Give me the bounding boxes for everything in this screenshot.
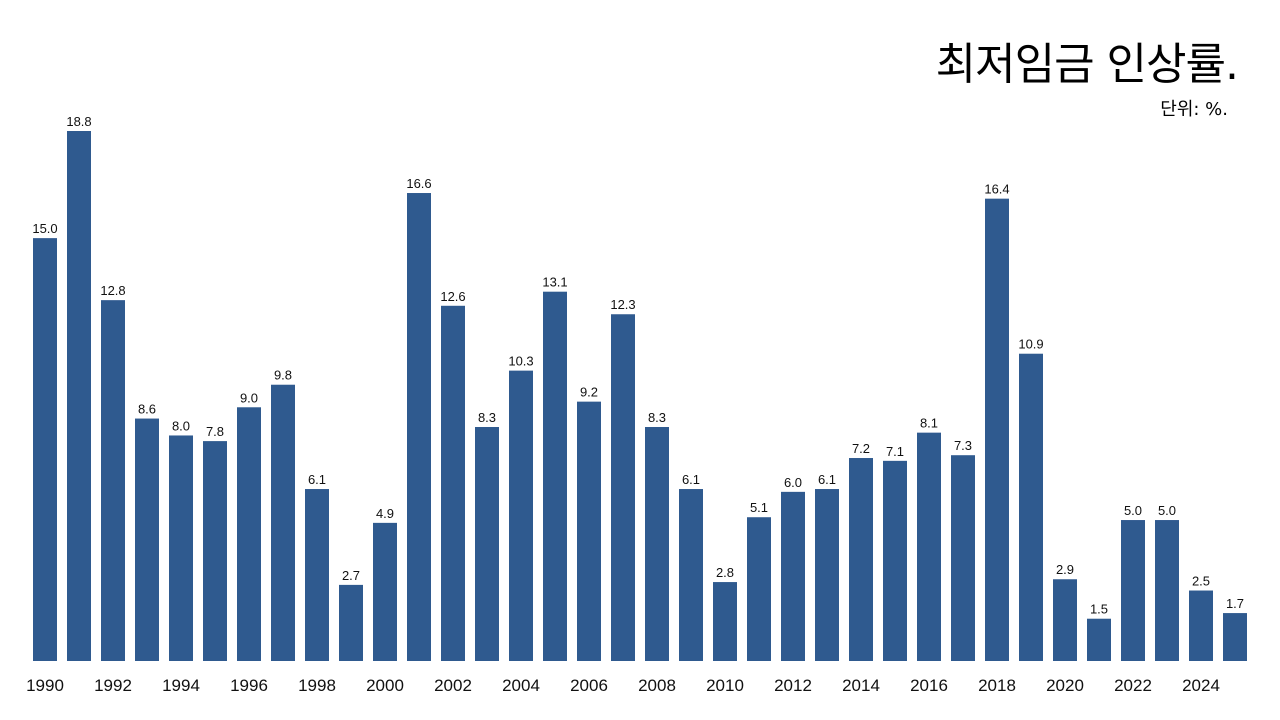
- value-label-2020: 2.9: [1056, 562, 1074, 577]
- value-label-2025: 1.7: [1226, 596, 1244, 611]
- bar-2015: [883, 460, 907, 661]
- bar-1991: [67, 131, 91, 661]
- x-tick-1990: 1990: [26, 676, 64, 695]
- bar-1998: [305, 489, 329, 661]
- x-ticks-group: 1990 1992 1994 1996 1998 2000 2002 2004 2006 2008…: [26, 676, 1220, 695]
- value-labels-group: 15.0 18.8 12.8 8.6 8.0 7.8 9.0 9.8 6.1 2.7 4.9 16.6…: [32, 114, 1244, 617]
- value-label-2015: 7.1: [886, 444, 904, 459]
- x-tick-2018: 2018: [978, 676, 1016, 695]
- value-label-2022: 5.0: [1124, 503, 1142, 518]
- x-tick-2012: 2012: [774, 676, 812, 695]
- bar-1996: [237, 407, 261, 661]
- bar-2007: [611, 314, 635, 661]
- value-label-2003: 8.3: [478, 410, 496, 425]
- value-label-2021: 1.5: [1090, 602, 1108, 617]
- value-label-2005: 13.1: [542, 275, 567, 290]
- bar-1994: [169, 435, 193, 661]
- bar-2000: [373, 522, 397, 661]
- value-label-2000: 4.9: [376, 506, 394, 521]
- value-label-1995: 7.8: [206, 424, 224, 439]
- value-label-2008: 8.3: [648, 410, 666, 425]
- bar-2009: [679, 489, 703, 661]
- unit-label: 단위: %.: [1160, 99, 1228, 120]
- bar-2020: [1053, 579, 1077, 661]
- bars-group: [33, 131, 1247, 661]
- value-label-2014: 7.2: [852, 441, 870, 456]
- bar-2010: [713, 582, 737, 661]
- bar-2016: [917, 432, 941, 661]
- x-tick-1994: 1994: [162, 676, 200, 695]
- bar-1992: [101, 300, 125, 661]
- value-label-2009: 6.1: [682, 472, 700, 487]
- chart-title: 최저임금 인상률.: [935, 39, 1239, 90]
- value-label-2017: 7.3: [954, 438, 972, 453]
- bar-2014: [849, 458, 873, 661]
- bar-2002: [441, 305, 465, 661]
- x-tick-2008: 2008: [638, 676, 676, 695]
- value-label-2007: 12.3: [610, 297, 635, 312]
- bar-2004: [509, 370, 533, 661]
- bar-2023: [1155, 520, 1179, 661]
- x-tick-2002: 2002: [434, 676, 472, 695]
- bar-2012: [781, 491, 805, 661]
- bar-2019: [1019, 353, 1043, 661]
- x-tick-2022: 2022: [1114, 676, 1152, 695]
- x-tick-2016: 2016: [910, 676, 948, 695]
- bar-2013: [815, 489, 839, 661]
- bar-2011: [747, 517, 771, 661]
- bar-2008: [645, 427, 669, 661]
- value-label-2002: 12.6: [440, 289, 465, 304]
- bar-2017: [951, 455, 975, 661]
- x-tick-2024: 2024: [1182, 676, 1220, 695]
- value-label-2001: 16.6: [406, 176, 431, 191]
- bar-1993: [135, 418, 159, 661]
- bar-2003: [475, 427, 499, 661]
- value-label-1999: 2.7: [342, 568, 360, 583]
- bar-1990: [33, 238, 57, 661]
- value-label-2012: 6.0: [784, 475, 802, 490]
- value-label-2023: 5.0: [1158, 503, 1176, 518]
- value-label-2018: 16.4: [984, 182, 1009, 197]
- x-tick-2010: 2010: [706, 676, 744, 695]
- bar-2005: [543, 291, 567, 661]
- bar-2001: [407, 193, 431, 661]
- x-tick-1996: 1996: [230, 676, 268, 695]
- value-label-1993: 8.6: [138, 402, 156, 417]
- bar-2025: [1223, 613, 1247, 661]
- bar-2006: [577, 401, 601, 661]
- value-label-1994: 8.0: [172, 418, 190, 433]
- value-label-1996: 9.0: [240, 390, 258, 405]
- value-label-1992: 12.8: [100, 283, 125, 298]
- x-tick-2004: 2004: [502, 676, 540, 695]
- x-tick-2000: 2000: [366, 676, 404, 695]
- bar-2018: [985, 198, 1009, 661]
- value-label-2006: 9.2: [580, 385, 598, 400]
- bar-2024: [1189, 590, 1213, 661]
- value-label-2004: 10.3: [508, 354, 533, 369]
- x-tick-2020: 2020: [1046, 676, 1084, 695]
- x-tick-2006: 2006: [570, 676, 608, 695]
- x-tick-1998: 1998: [298, 676, 336, 695]
- bar-2022: [1121, 520, 1145, 661]
- value-label-1998: 6.1: [308, 472, 326, 487]
- value-label-2016: 8.1: [920, 416, 938, 431]
- bar-2021: [1087, 618, 1111, 661]
- value-label-2019: 10.9: [1018, 337, 1043, 352]
- bar-1997: [271, 384, 295, 661]
- value-label-1991: 18.8: [66, 114, 91, 129]
- value-label-1997: 9.8: [274, 368, 292, 383]
- value-label-1990: 15.0: [32, 221, 57, 236]
- value-label-2024: 2.5: [1192, 574, 1210, 589]
- value-label-2013: 6.1: [818, 472, 836, 487]
- x-tick-2014: 2014: [842, 676, 880, 695]
- bar-1999: [339, 584, 363, 661]
- value-label-2011: 5.1: [750, 500, 768, 515]
- value-label-2010: 2.8: [716, 565, 734, 580]
- x-tick-1992: 1992: [94, 676, 132, 695]
- bar-1995: [203, 441, 227, 661]
